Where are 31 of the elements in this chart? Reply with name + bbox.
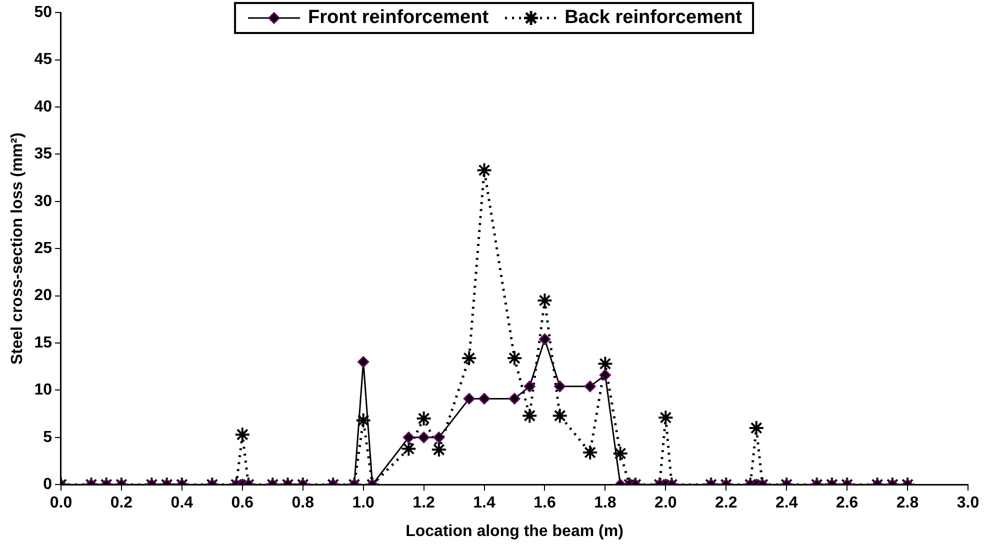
y-tick-label: 20 — [34, 287, 52, 304]
x-tick-label: 1.8 — [594, 494, 616, 512]
y-tick-label: 15 — [34, 334, 52, 352]
legend-label: Front reinforcement — [308, 7, 489, 29]
x-tick-label: 1.2 — [412, 494, 436, 512]
x-tick-label: 1.6 — [534, 494, 556, 512]
legend-label: Back reinforcement — [564, 7, 742, 29]
x-tick-label: 1.4 — [473, 494, 496, 512]
y-tick-label: 0 — [43, 476, 52, 494]
x-tick-label: 0.0 — [50, 494, 72, 512]
y-tick-label: 25 — [34, 240, 52, 258]
x-tick-label: 2.4 — [775, 494, 798, 512]
x-tick-label: 2.6 — [836, 494, 858, 512]
x-tick-label: 0.4 — [170, 494, 194, 512]
x-tick-label: 2.8 — [896, 494, 919, 512]
x-tick-label: 0.2 — [110, 494, 133, 512]
y-tick-label: 35 — [34, 146, 52, 163]
x-tick-label: 2.2 — [715, 494, 738, 512]
x-axis-title: Location along the beam (m) — [406, 522, 624, 540]
y-tick-label: 10 — [34, 382, 52, 399]
y-tick-label: 30 — [34, 192, 52, 210]
y-tick-label: 45 — [34, 51, 52, 68]
y-tick-label: 40 — [34, 98, 52, 116]
y-axis-title: Steel cross-section loss (mm²) — [9, 132, 26, 365]
x-tick-label: 2.0 — [654, 494, 677, 512]
x-tick-label: 0.8 — [292, 494, 314, 512]
x-tick-label: 0.6 — [231, 494, 254, 512]
y-tick-label: 5 — [43, 428, 52, 446]
x-tick-label: 1.0 — [352, 494, 375, 512]
y-tick-label: 50 — [34, 4, 52, 22]
x-tick-label: 3.0 — [956, 494, 980, 512]
